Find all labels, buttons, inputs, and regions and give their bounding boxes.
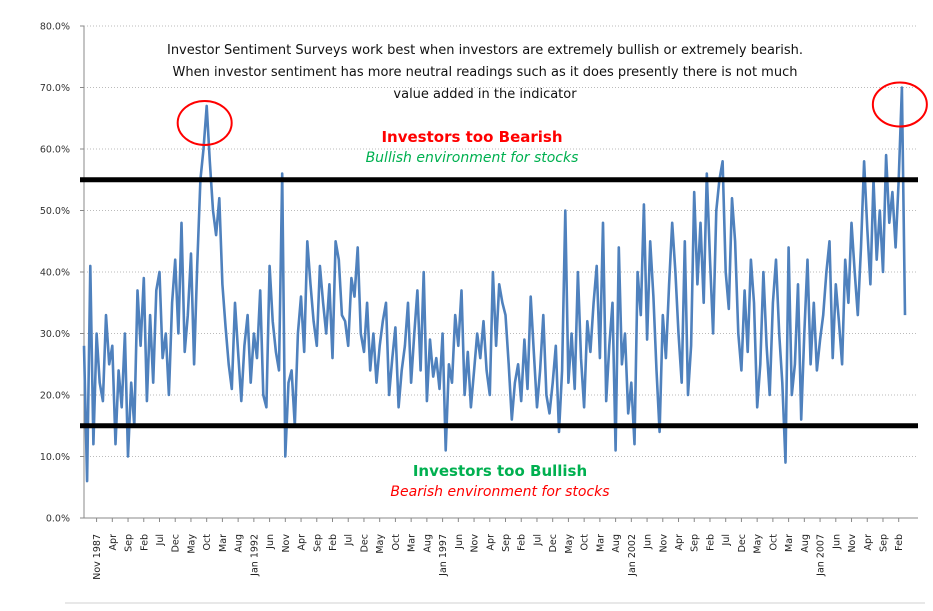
lower-zone-title: Investors too Bullish [413, 462, 587, 480]
x-tick-label: Apr [108, 534, 119, 551]
x-tick-label: Sep [501, 534, 512, 552]
x-tick-label: Nov [847, 534, 858, 553]
x-tick-label: Nov 1987 [92, 534, 103, 580]
x-tick-label: Jun [454, 534, 465, 550]
x-tick-label: Dec [737, 534, 748, 552]
upper-zone-subtitle: Bullish environment for stocks [366, 150, 579, 166]
x-tick-label: Dec [548, 534, 559, 552]
y-tick-label: 0.0% [46, 514, 70, 525]
x-tick-label: Feb [894, 534, 905, 551]
x-tick-label: Jan 1992 [249, 534, 260, 577]
x-tick-label: May [375, 534, 386, 554]
x-tick-label: Mar [784, 534, 795, 552]
x-tick-label: Feb [139, 534, 150, 551]
x-tick-label: Oct [580, 534, 591, 551]
x-tick-label: Jul [155, 534, 166, 546]
x-tick-label: Aug [422, 534, 433, 553]
x-tick-label: Nov [470, 534, 481, 553]
x-tick-label: Nov [658, 534, 669, 553]
y-tick-label: 10.0% [40, 452, 70, 463]
x-tick-label: Sep [878, 534, 889, 552]
peak-highlight-circle [871, 81, 928, 128]
annotation-note-line: When investor sentiment has more neutral… [173, 65, 798, 80]
x-tick-label: Oct [768, 534, 779, 551]
x-tick-label: Oct [202, 534, 213, 551]
x-tick-label: May [564, 534, 575, 554]
x-tick-label: Jan 2002 [627, 534, 638, 577]
x-tick-label: Oct [391, 534, 402, 551]
x-tick-label: Sep [690, 534, 701, 552]
x-tick-label: May [186, 534, 197, 554]
y-tick-label: 50.0% [40, 206, 70, 217]
x-tick-label: Jun [831, 534, 842, 550]
x-tick-label: Mar [218, 534, 229, 552]
x-tick-label: Jan 1997 [438, 534, 449, 577]
upper-zone-title: Investors too Bearish [381, 128, 562, 146]
x-tick-label: Apr [863, 534, 874, 551]
sentiment-series-line [82, 86, 907, 483]
x-tick-label: Mar [595, 534, 606, 552]
x-tick-label: Dec [171, 534, 182, 552]
x-tick-label: Aug [234, 534, 245, 553]
x-tick-label: Jul [532, 534, 543, 546]
annotation-note-line: value added in the indicator [393, 87, 577, 102]
x-tick-label: Nov [281, 534, 292, 553]
x-tick-label: Mar [407, 534, 418, 552]
x-tick-label: Dec [359, 534, 370, 552]
y-tick-label: 70.0% [40, 83, 70, 94]
annotation-note-line: Investor Sentiment Surveys work best whe… [167, 43, 803, 58]
y-tick-label: 80.0% [40, 22, 70, 33]
lower-zone-subtitle: Bearish environment for stocks [390, 484, 609, 500]
y-tick-label: 60.0% [40, 145, 70, 156]
x-tick-label: Apr [674, 534, 685, 551]
x-tick-label: Feb [517, 534, 528, 551]
x-tick-label: Apr [485, 534, 496, 551]
x-tick-label: Sep [312, 534, 323, 552]
x-tick-label: Feb [328, 534, 339, 551]
x-tick-label: Jun [643, 534, 654, 550]
y-tick-label: 20.0% [40, 391, 70, 402]
peak-highlight-circle [176, 99, 233, 146]
y-tick-label: 30.0% [40, 329, 70, 340]
x-tick-label: Jan 2007 [816, 534, 827, 577]
x-tick-label: Aug [800, 534, 811, 553]
x-tick-label: May [753, 534, 764, 554]
y-tick-label: 40.0% [40, 268, 70, 279]
x-tick-label: Aug [611, 534, 622, 553]
x-tick-label: Jun [265, 534, 276, 550]
x-tick-label: Jul [344, 534, 355, 546]
x-tick-label: Feb [705, 534, 716, 551]
x-tick-label: Apr [297, 534, 308, 551]
x-tick-label: Jul [721, 534, 732, 546]
x-tick-label: Sep [124, 534, 135, 552]
